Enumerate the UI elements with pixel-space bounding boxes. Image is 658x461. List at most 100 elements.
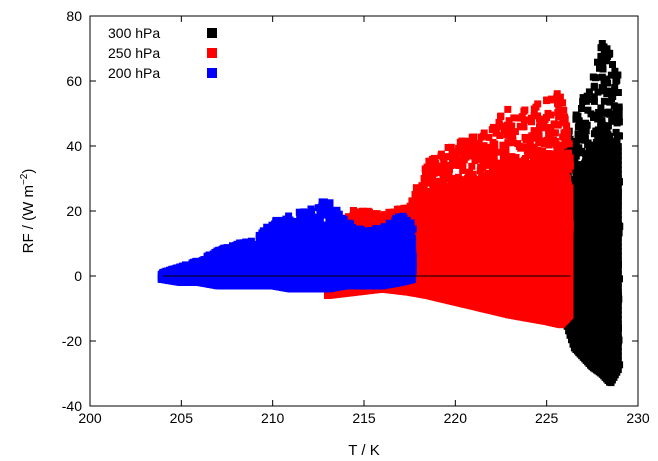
data-point xyxy=(544,109,552,117)
data-point xyxy=(614,343,622,351)
data-point xyxy=(455,162,463,169)
data-point xyxy=(563,122,571,130)
data-point xyxy=(590,93,598,101)
data-point xyxy=(497,113,504,121)
data-point xyxy=(530,112,538,120)
data-point xyxy=(614,357,622,364)
data-point xyxy=(613,76,621,84)
data-point xyxy=(560,141,568,149)
data-point xyxy=(496,132,504,139)
data-point xyxy=(614,156,622,164)
data-point xyxy=(597,104,605,112)
data-point xyxy=(572,147,580,154)
data-point xyxy=(551,129,559,137)
data-point xyxy=(608,95,616,103)
data-point xyxy=(614,161,622,169)
data-point xyxy=(606,132,613,140)
data-point xyxy=(614,206,622,214)
data-point xyxy=(554,121,562,129)
data-point xyxy=(582,97,590,105)
data-point xyxy=(491,140,499,148)
data-point xyxy=(530,127,538,135)
data-point xyxy=(585,143,593,151)
data-point xyxy=(614,256,622,264)
data-point xyxy=(505,117,513,125)
data-point xyxy=(591,74,599,82)
data-point xyxy=(469,152,477,160)
data-point xyxy=(595,109,603,116)
data-point xyxy=(578,147,586,155)
data-point xyxy=(614,229,622,237)
data-point xyxy=(614,275,622,283)
data-point xyxy=(614,147,622,155)
data-point xyxy=(572,114,580,122)
data-point xyxy=(590,97,598,105)
data-point xyxy=(614,266,622,273)
data-point xyxy=(614,143,622,151)
data-point xyxy=(603,87,611,95)
data-point xyxy=(614,270,622,278)
data-point xyxy=(510,114,518,122)
data-point xyxy=(373,210,381,218)
data-point xyxy=(530,146,538,154)
data-point xyxy=(554,100,562,108)
data-point xyxy=(559,133,567,141)
data-point xyxy=(599,109,607,117)
data-point xyxy=(614,247,622,255)
data-point xyxy=(572,138,580,145)
data-point xyxy=(572,152,580,160)
data-point xyxy=(605,108,613,116)
data-point xyxy=(459,167,467,174)
data-point xyxy=(614,261,622,269)
data-point xyxy=(583,92,591,100)
data-point xyxy=(614,89,622,96)
data-point xyxy=(556,110,564,118)
data-point xyxy=(614,338,622,346)
data-point xyxy=(614,179,622,187)
data-point xyxy=(614,302,622,310)
data-point xyxy=(614,284,622,292)
data-point xyxy=(574,130,582,138)
data-point xyxy=(615,113,623,121)
data-point xyxy=(614,193,622,201)
data-point xyxy=(614,234,622,242)
data-point xyxy=(600,49,608,57)
data-point xyxy=(500,127,508,135)
data-point xyxy=(614,347,622,355)
data-point xyxy=(582,127,590,135)
data-point xyxy=(581,136,589,144)
data-point xyxy=(479,148,487,156)
data-point xyxy=(484,161,492,169)
data-point xyxy=(614,334,622,342)
data-point xyxy=(600,97,608,105)
data-point xyxy=(594,58,601,66)
data-point xyxy=(610,102,618,110)
data-point xyxy=(614,188,622,196)
data-point xyxy=(590,114,597,121)
data-point xyxy=(485,133,493,141)
data-point xyxy=(479,158,487,166)
data-point xyxy=(582,119,590,127)
data-point xyxy=(536,139,544,147)
data-point xyxy=(526,146,534,153)
data-point xyxy=(565,149,572,157)
data-point xyxy=(594,88,602,96)
data-point xyxy=(614,202,622,210)
data-point xyxy=(613,119,621,127)
data-point xyxy=(440,158,448,166)
data-point xyxy=(614,71,622,79)
data-point xyxy=(614,279,622,287)
data-point xyxy=(587,110,595,118)
data-point xyxy=(614,288,622,296)
data-point xyxy=(614,306,622,314)
data-point xyxy=(521,106,529,114)
data-point xyxy=(614,252,622,260)
data-point xyxy=(614,152,622,160)
data-point xyxy=(504,105,512,113)
data-point xyxy=(600,43,608,51)
data-point xyxy=(611,67,619,75)
data-point xyxy=(614,361,622,369)
data-point xyxy=(612,128,620,136)
data-point xyxy=(541,116,549,124)
data-point xyxy=(571,157,579,165)
